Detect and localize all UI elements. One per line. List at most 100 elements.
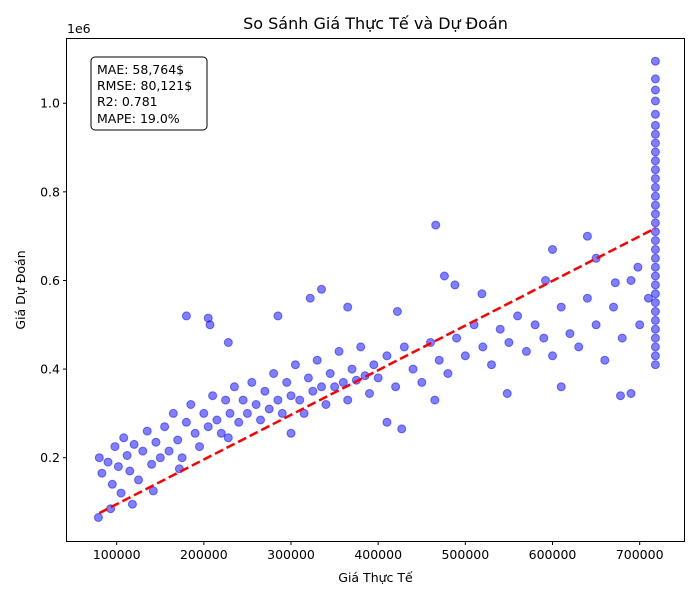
scatter-point bbox=[399, 342, 409, 352]
scatter-point bbox=[610, 278, 620, 288]
scatter-point bbox=[238, 395, 248, 405]
y-offset-text: 1e6 bbox=[67, 21, 91, 36]
scatter-point bbox=[650, 245, 660, 254]
scatter-point bbox=[273, 395, 283, 405]
scatter-point bbox=[626, 276, 636, 285]
scatter-point bbox=[392, 307, 402, 316]
scatter-point bbox=[325, 369, 335, 378]
scatter-point bbox=[417, 377, 427, 387]
scatter-point bbox=[273, 311, 283, 321]
scatter-point bbox=[343, 302, 353, 312]
scatter-point bbox=[282, 377, 292, 387]
y-axis-label: Giá Dự Đoán bbox=[13, 250, 28, 329]
scatter-point bbox=[103, 457, 113, 467]
scatter-point bbox=[317, 382, 326, 392]
scatter-point bbox=[203, 422, 213, 432]
scatter-point bbox=[164, 446, 174, 456]
scatter-point bbox=[600, 355, 610, 365]
scatter-point bbox=[478, 342, 488, 352]
scatter-point bbox=[495, 324, 505, 334]
scatter-point bbox=[650, 262, 660, 272]
scatter-point bbox=[330, 382, 340, 392]
scatter-point bbox=[609, 302, 618, 312]
stats-mape: MAPE: 19.0% bbox=[97, 111, 180, 126]
scatter-point bbox=[147, 459, 157, 469]
scatter-point bbox=[168, 408, 178, 418]
scatter-point bbox=[650, 253, 660, 263]
scatter-point bbox=[122, 451, 132, 460]
scatter-point bbox=[251, 400, 261, 409]
x-tick-label: 100000 bbox=[93, 547, 141, 562]
scatter-point bbox=[190, 428, 200, 438]
stats-rmse: RMSE: 80,121$ bbox=[97, 78, 192, 93]
scatter-point bbox=[221, 395, 231, 405]
scatter-point bbox=[650, 280, 660, 290]
scatter-point bbox=[347, 364, 357, 374]
y-axis: 0.2 0.4 0.6 0.8 1.0 bbox=[40, 96, 67, 465]
scatter-point bbox=[616, 391, 625, 401]
scatter-point bbox=[591, 320, 601, 330]
scatter-point bbox=[234, 417, 244, 427]
scatter-point bbox=[397, 424, 407, 434]
scatter-point bbox=[650, 315, 660, 325]
scatter-point bbox=[110, 442, 120, 452]
scatter-point bbox=[195, 442, 204, 452]
scatter-point bbox=[434, 355, 444, 365]
scatter-point bbox=[650, 129, 660, 139]
scatter-point bbox=[650, 236, 660, 246]
scatter-point bbox=[208, 391, 218, 401]
x-tick-label: 700000 bbox=[616, 547, 664, 562]
scatter-point bbox=[565, 329, 575, 339]
scatter-point bbox=[212, 415, 222, 425]
scatter-point bbox=[365, 389, 374, 398]
x-axis: 100000 200000 300000 400000 500000 600000 7000… bbox=[93, 541, 664, 562]
scatter-point bbox=[626, 389, 636, 398]
plot-frame bbox=[66, 38, 685, 542]
scatter-point bbox=[582, 293, 592, 303]
scatter-point bbox=[93, 513, 103, 522]
scatter-point bbox=[477, 289, 487, 299]
scatter-point bbox=[650, 324, 660, 334]
scatter-point bbox=[177, 453, 187, 463]
stats-r2: R2: 0.781 bbox=[97, 94, 158, 109]
scatter-point bbox=[548, 351, 557, 361]
scatter-point bbox=[173, 435, 183, 445]
y-tick-label: 0.2 bbox=[40, 450, 60, 465]
scatter-point bbox=[650, 333, 660, 343]
scatter-point bbox=[97, 468, 107, 478]
x-tick-label: 600000 bbox=[529, 547, 577, 562]
scatter-point bbox=[443, 369, 453, 378]
scatter-point bbox=[633, 262, 643, 272]
stats-box: MAE: 58,764$ RMSE: 80,121$ R2: 0.781 MAP… bbox=[90, 56, 208, 131]
scatter-point bbox=[286, 391, 296, 401]
scatter-point bbox=[643, 293, 653, 303]
x-tick-label: 400000 bbox=[354, 547, 402, 562]
scatter-point bbox=[650, 156, 660, 166]
scatter-points bbox=[93, 56, 660, 522]
scatter-point bbox=[650, 227, 660, 237]
y-tick-label: 1.0 bbox=[40, 96, 60, 111]
scatter-point bbox=[650, 165, 660, 175]
scatter-point bbox=[127, 499, 137, 509]
x-axis-label: Giá Thực Tế bbox=[338, 570, 413, 585]
scatter-point bbox=[574, 342, 584, 352]
scatter-point bbox=[439, 271, 449, 281]
scatter-point bbox=[312, 355, 322, 365]
scatter-point bbox=[650, 191, 660, 201]
scatter-point bbox=[382, 351, 392, 361]
scatter-point bbox=[138, 446, 148, 456]
scatter-point bbox=[125, 466, 135, 476]
scatter-point bbox=[160, 422, 170, 432]
scatter-point bbox=[650, 342, 660, 352]
scatter-point bbox=[650, 56, 660, 66]
scatter-point bbox=[521, 346, 531, 356]
scatter-point bbox=[650, 85, 660, 95]
x-tick-label: 500000 bbox=[441, 547, 489, 562]
scatter-point bbox=[94, 453, 104, 463]
scatter-point bbox=[308, 386, 318, 396]
x-tick-label: 300000 bbox=[267, 547, 315, 562]
scatter-point bbox=[650, 109, 660, 119]
scatter-point bbox=[650, 271, 660, 281]
scatter-point bbox=[295, 395, 305, 405]
scatter-point bbox=[119, 433, 129, 443]
